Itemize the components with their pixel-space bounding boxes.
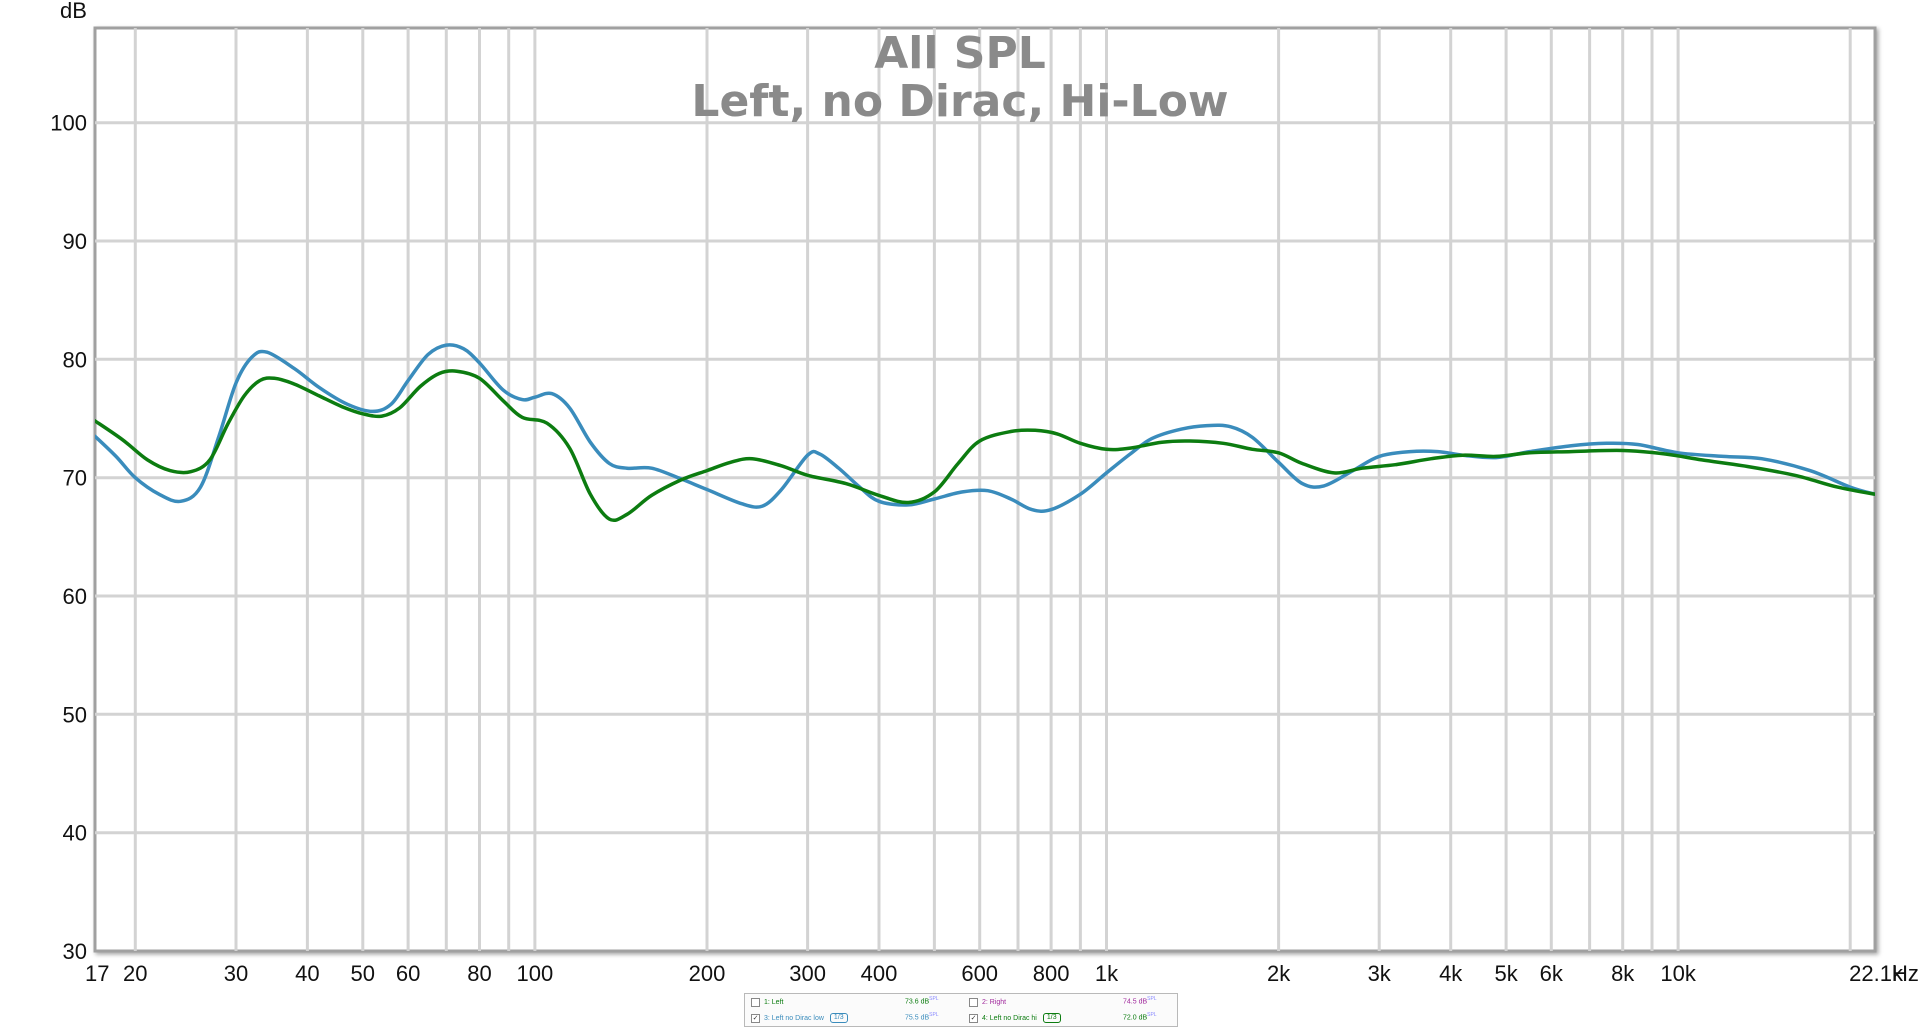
y-tick-label: 80 bbox=[63, 347, 87, 372]
x-tick-label: 17 bbox=[85, 961, 109, 986]
x-tick-labels: 17 20 30 40 50 60 80 100 200 300 400 600 800 1k 2k 3k 4k… bbox=[85, 961, 1904, 986]
x-tick-label: 3k bbox=[1368, 961, 1392, 986]
y-tick-label: 40 bbox=[63, 821, 87, 846]
x-tick-label: 20 bbox=[123, 961, 147, 986]
legend-checkbox[interactable] bbox=[751, 997, 760, 1007]
y-axis-label: dB bbox=[60, 0, 87, 23]
legend-checkbox[interactable] bbox=[969, 997, 978, 1007]
x-axis-unit: Hz bbox=[1892, 961, 1919, 986]
legend-item: 2: Right bbox=[969, 996, 1006, 1008]
x-tick-label: 4k bbox=[1439, 961, 1463, 986]
legend-checkbox[interactable]: ✓ bbox=[751, 1013, 760, 1023]
x-tick-label: 8k bbox=[1611, 961, 1635, 986]
series-line-1 bbox=[95, 343, 1875, 513]
legend-item: ✓ 3: Left no Dirac low 1/3 bbox=[751, 1012, 848, 1024]
legend-checkbox[interactable]: ✓ bbox=[969, 1013, 978, 1023]
series-lines bbox=[95, 343, 1875, 523]
y-tick-label: 50 bbox=[63, 702, 87, 727]
legend-row: ✓ 3: Left no Dirac low 1/3 75.5 dBSPL ✓ 4: Le… bbox=[745, 1010, 1177, 1025]
x-tick-label: 50 bbox=[351, 961, 375, 986]
x-tick-label: 200 bbox=[689, 961, 726, 986]
series-line-2 bbox=[95, 369, 1875, 523]
x-tick-label: 300 bbox=[789, 961, 826, 986]
y-tick-labels: 30 40 50 60 70 80 90 100 bbox=[50, 111, 87, 964]
smoothing-badge[interactable]: 1/3 bbox=[1042, 1013, 1061, 1023]
legend-label: 1: Left bbox=[764, 998, 784, 1006]
legend-level: 74.5 dBSPL bbox=[1123, 996, 1157, 1006]
x-tick-label: 800 bbox=[1033, 961, 1070, 986]
x-tick-label: 6k bbox=[1540, 961, 1564, 986]
y-tick-label: 60 bbox=[63, 584, 87, 609]
x-tick-label: 2k bbox=[1267, 961, 1291, 986]
x-tick-label: 5k bbox=[1494, 961, 1518, 986]
legend-label: 3: Left no Dirac low bbox=[764, 1014, 824, 1022]
legend-row: 1: Left 73.6 dBSPL 2: Right 74.5 dBSPL bbox=[745, 994, 1177, 1009]
legend-level: 75.5 dBSPL bbox=[905, 1012, 939, 1022]
x-tick-label: 22.1k bbox=[1849, 961, 1904, 986]
smoothing-badge[interactable]: 1/3 bbox=[829, 1013, 848, 1023]
x-tick-label: 40 bbox=[295, 961, 319, 986]
chart-title: All SPL bbox=[874, 28, 1046, 79]
x-tick-label: 60 bbox=[396, 961, 420, 986]
legend-level: 73.6 dBSPL bbox=[905, 996, 939, 1006]
x-tick-label: 30 bbox=[224, 961, 248, 986]
x-tick-label: 10k bbox=[1660, 961, 1696, 986]
x-tick-label: 600 bbox=[961, 961, 998, 986]
y-tick-label: 100 bbox=[50, 111, 87, 136]
chart-subtitle: Left, no Dirac, Hi-Low bbox=[691, 76, 1228, 127]
x-tick-label: 400 bbox=[861, 961, 898, 986]
legend-item: ✓ 4: Left no Dirac hi 1/3 bbox=[969, 1012, 1061, 1024]
y-tick-label: 70 bbox=[63, 466, 87, 491]
x-tick-label: 1k bbox=[1095, 961, 1119, 986]
x-tick-label: 100 bbox=[517, 961, 554, 986]
y-tick-label: 90 bbox=[63, 229, 87, 254]
y-tick-label: 30 bbox=[63, 939, 87, 964]
legend-label: 2: Right bbox=[982, 998, 1007, 1006]
legend-label: 4: Left no Dirac hi bbox=[982, 1014, 1037, 1022]
legend: 1: Left 73.6 dBSPL 2: Right 74.5 dBSPL ✓ 3: L… bbox=[744, 993, 1178, 1027]
legend-level: 72.0 dBSPL bbox=[1123, 1012, 1157, 1022]
legend-item: 1: Left bbox=[751, 996, 783, 1008]
x-tick-label: 80 bbox=[467, 961, 491, 986]
